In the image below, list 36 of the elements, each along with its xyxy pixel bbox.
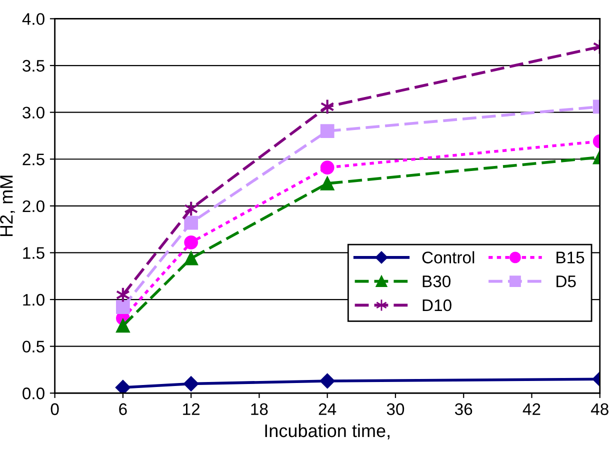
x-tick-label: 6 xyxy=(119,403,127,416)
y-tick-label: 1.0 xyxy=(23,294,44,306)
y-tick-label: 1.5 xyxy=(23,247,44,259)
x-axis-title: Incubation time, xyxy=(265,424,390,440)
legend-label: B30 xyxy=(422,276,450,288)
x-tick-label: 12 xyxy=(183,403,200,415)
x-tick-label: 48 xyxy=(590,403,608,416)
y-tick-label: 0.0 xyxy=(22,388,44,400)
y-tick-label: 3.5 xyxy=(22,60,44,72)
point xyxy=(116,318,130,333)
x-tick-label: 30 xyxy=(386,403,404,416)
x-tick-label: 18 xyxy=(251,403,268,416)
point xyxy=(320,160,334,174)
y-tick-label: 4.0 xyxy=(22,13,44,25)
legend-label: Control xyxy=(422,251,474,264)
legend-label: D10 xyxy=(422,299,452,312)
legend-label: D5 xyxy=(556,276,576,288)
point xyxy=(320,124,334,138)
x-tick-label: 36 xyxy=(454,403,472,416)
point xyxy=(116,300,130,314)
y-tick-label: 0.5 xyxy=(22,340,44,353)
x-tick-label: 24 xyxy=(318,403,336,415)
y-axis-title: H2, mM xyxy=(0,176,15,236)
point xyxy=(184,251,198,266)
y-tick-label: 2.5 xyxy=(22,154,44,166)
point xyxy=(184,376,199,392)
point xyxy=(184,216,198,230)
y-tick-label: 2.0 xyxy=(22,200,44,212)
point xyxy=(115,380,131,394)
x-tick-label: 0 xyxy=(50,403,59,416)
point xyxy=(320,373,335,389)
point xyxy=(184,235,198,250)
point xyxy=(320,176,334,190)
y-tick-label: 3.0 xyxy=(22,106,44,119)
legend-label: B15 xyxy=(556,252,584,264)
x-tick-label: 42 xyxy=(522,403,540,415)
